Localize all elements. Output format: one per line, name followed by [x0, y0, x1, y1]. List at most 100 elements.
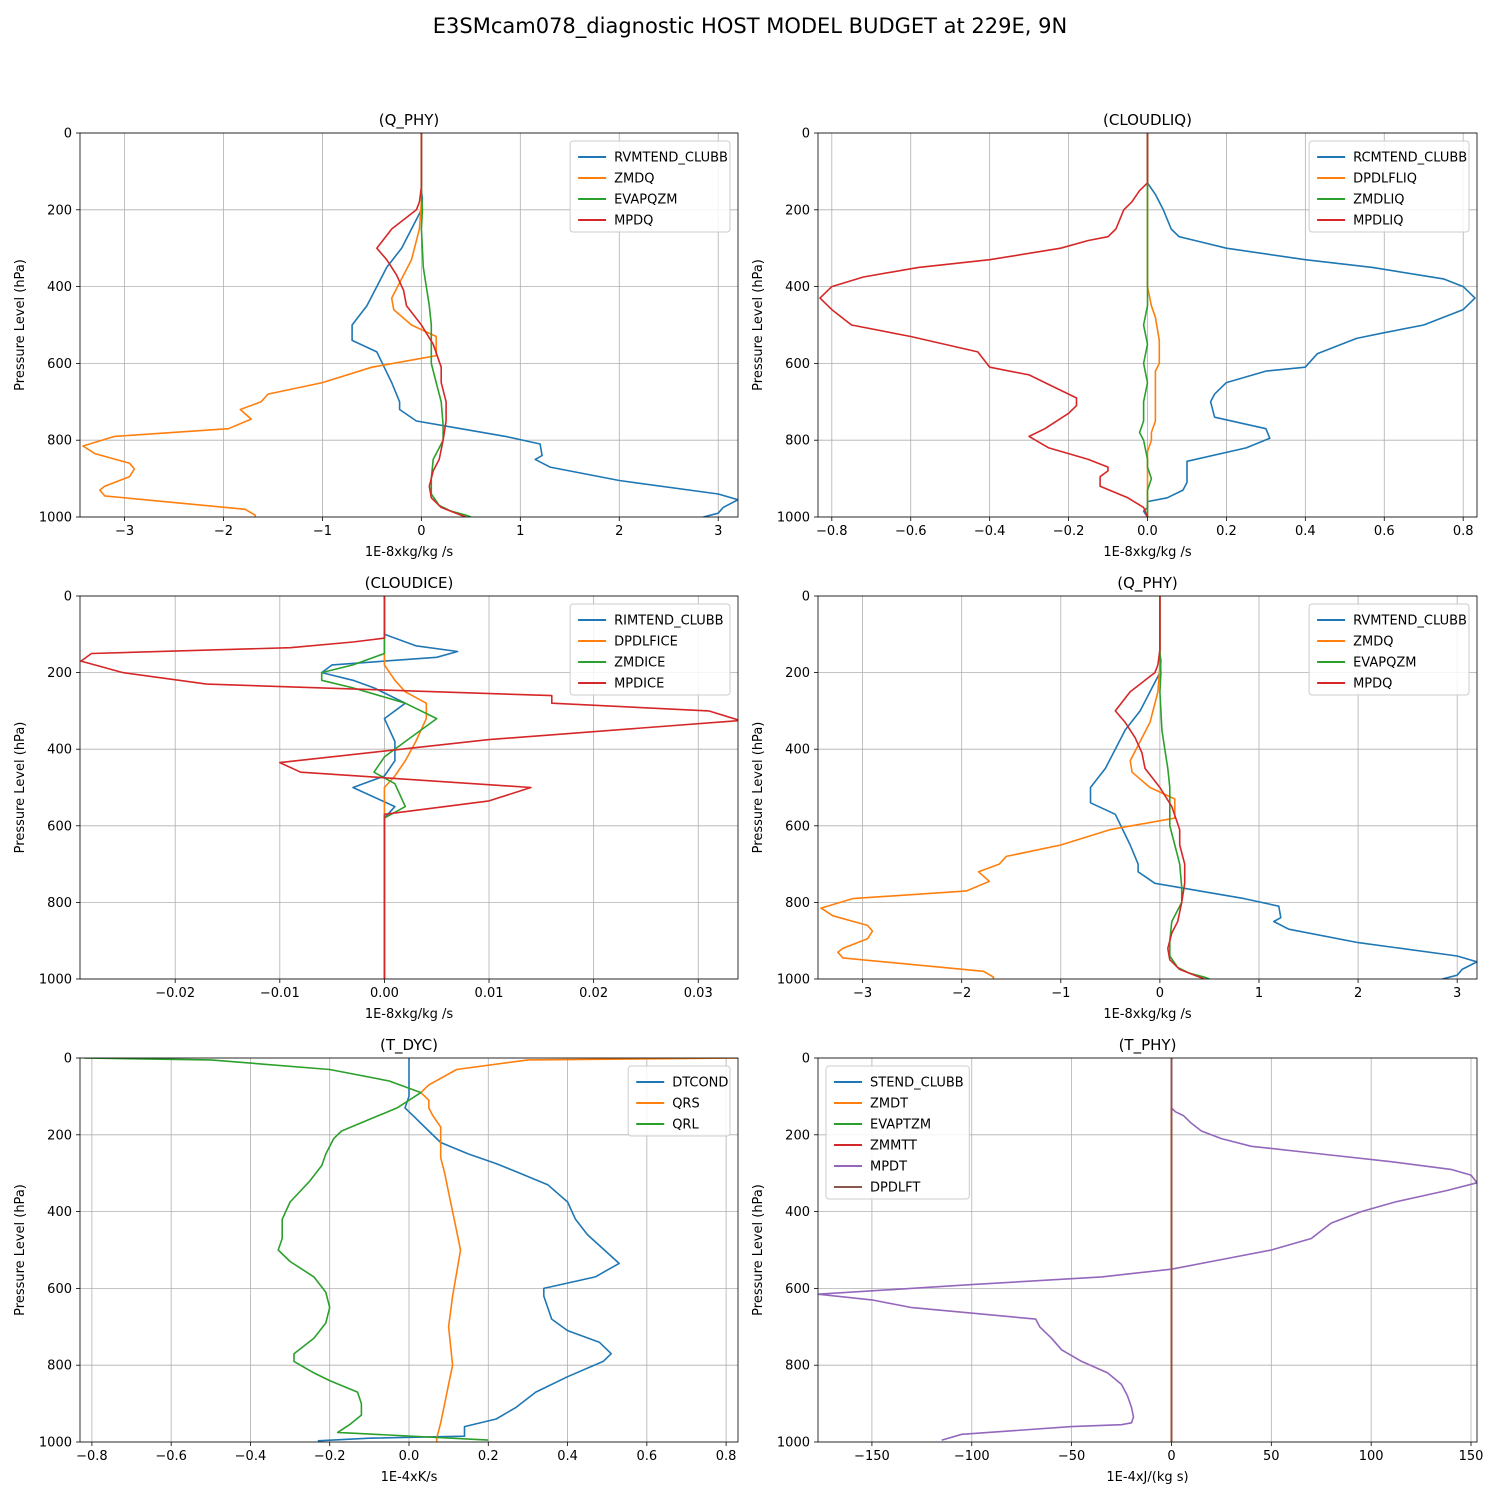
- x-tick-label: 0.6: [1374, 524, 1395, 539]
- legend-box: [569, 603, 731, 696]
- x-tick-label: −0.6: [155, 1449, 187, 1464]
- series-line-rcmtend-clubb: [1142, 133, 1476, 517]
- x-tick-label: −0.8: [76, 1449, 108, 1464]
- x-axis-label: 1E-8xkg/kg /s: [365, 1007, 454, 1022]
- x-tick-label: 0.4: [557, 1449, 578, 1464]
- legend-label: MPDT: [870, 1160, 907, 1175]
- x-tick-label: −2: [214, 524, 233, 539]
- subplot-title: (CLOUDLIQ): [1103, 111, 1192, 129]
- plot-frame: [79, 132, 739, 518]
- y-axis-label: Pressure Level (hPa): [751, 259, 766, 391]
- y-tick-label: 800: [47, 1359, 72, 1374]
- series-line-rimtend-clubb: [320, 596, 459, 979]
- legend-label: MPDQ: [614, 214, 653, 229]
- y-axis-label: Pressure Level (hPa): [13, 722, 28, 854]
- x-tick-label: −2: [952, 986, 971, 1001]
- subplot-1: −3 −2 −1 0 1 2 3 0 200 400 600 800 1000 (Q_PHY) 1E-8xk…: [13, 111, 739, 560]
- y-tick-label: 1000: [777, 1436, 810, 1451]
- x-tick-label: 0.4: [1295, 524, 1316, 539]
- legend: STEND_CLUBB ZMDT EVAPTZM ZMMTT MPDT DPDLFT: [825, 1065, 970, 1200]
- y-tick-label: 0: [802, 127, 810, 142]
- legend-label: EVAPQZM: [614, 193, 677, 208]
- plot-frame: [817, 595, 1478, 980]
- x-tick-label: −0.01: [260, 986, 300, 1001]
- series-line-evapqzm: [1159, 596, 1210, 979]
- y-tick-label: 200: [785, 1128, 810, 1143]
- x-tick-label: 1: [1255, 986, 1263, 1001]
- legend: RCMTEND_CLUBB DPDLFLIQ ZMDLIQ MPDLIQ: [1308, 140, 1470, 233]
- plot-frame: [79, 595, 739, 980]
- legend-label: EVAPQZM: [1353, 656, 1416, 671]
- series-line-rvmtend-clubb: [1089, 596, 1477, 979]
- y-tick-label: 400: [47, 743, 72, 758]
- x-tick-label: 0.6: [636, 1449, 657, 1464]
- y-axis-label: Pressure Level (hPa): [751, 722, 766, 854]
- subplot-2: −0.8 −0.6 −0.4 −0.2 0.0 0.2 0.4 0.6 0.8 0 200 400 60…: [751, 111, 1478, 560]
- series-line-dpdlfice: [383, 596, 428, 979]
- y-tick-label: 0: [64, 127, 72, 142]
- y-tick-label: 200: [785, 666, 810, 681]
- subplot-3: −0.02 −0.01 0.00 0.01 0.02 0.03 0 200 400 600 800 1…: [13, 574, 739, 1022]
- y-tick-label: 400: [47, 280, 72, 295]
- y-tick-label: 600: [785, 357, 810, 372]
- y-tick-label: 400: [785, 280, 810, 295]
- x-tick-label: −0.2: [314, 1449, 346, 1464]
- y-tick-label: 600: [47, 1282, 72, 1297]
- x-tick-label: 0.0: [1137, 524, 1158, 539]
- x-tick-label: 0: [417, 524, 425, 539]
- series-line-mpdice: [80, 596, 738, 979]
- x-tick-label: 50: [1263, 1449, 1280, 1464]
- legend-label: ZMDQ: [614, 172, 654, 187]
- x-tick-label: −150: [854, 1449, 890, 1464]
- x-tick-label: 2: [1354, 986, 1362, 1001]
- y-tick-label: 0: [802, 590, 810, 605]
- x-tick-label: −0.8: [816, 524, 848, 539]
- legend: RIMTEND_CLUBB DPDLFICE ZMDICE MPDICE: [569, 603, 731, 696]
- series-line-zmdice: [320, 596, 438, 979]
- legend-label: ZMDT: [870, 1097, 908, 1112]
- x-tick-label: −0.2: [1053, 524, 1085, 539]
- legend: RVMTEND_CLUBB ZMDQ EVAPQZM MPDQ: [1308, 603, 1470, 696]
- y-tick-label: 600: [785, 1282, 810, 1297]
- y-axis-label: Pressure Level (hPa): [13, 1184, 28, 1316]
- x-tick-label: 0.0: [399, 1449, 420, 1464]
- x-tick-label: 0.00: [370, 986, 399, 1001]
- legend-label: ZMMTT: [870, 1139, 917, 1154]
- x-tick-label: −0.6: [895, 524, 927, 539]
- y-tick-label: 0: [802, 1052, 810, 1067]
- series-line-mpdt: [818, 1058, 1477, 1441]
- y-tick-label: 200: [47, 1128, 72, 1143]
- legend-box: [1308, 140, 1470, 233]
- series-line-zmdliq: [1138, 133, 1153, 517]
- y-tick-label: 1000: [39, 973, 72, 988]
- y-tick-label: 800: [785, 1359, 810, 1374]
- y-tick-label: 800: [785, 896, 810, 911]
- x-tick-label: 0.02: [579, 986, 608, 1001]
- legend-label: ZMDICE: [614, 656, 665, 671]
- x-tick-label: 0: [1167, 1449, 1175, 1464]
- legend-label: RIMTEND_CLUBB: [614, 614, 724, 629]
- series-line-rvmtend-clubb: [351, 133, 738, 517]
- series-line-mpdq: [376, 133, 467, 517]
- x-axis-label: 1E-8xkg/kg /s: [1103, 545, 1192, 560]
- subplot-title: (Q_PHY): [379, 111, 440, 130]
- y-tick-label: 0: [64, 590, 72, 605]
- subplot-title: (CLOUDICE): [365, 574, 454, 592]
- legend-label: QRS: [672, 1097, 700, 1112]
- legend-box: [627, 1065, 731, 1137]
- x-tick-label: 150: [1459, 1449, 1484, 1464]
- series-line-zmdq: [82, 133, 437, 517]
- x-tick-label: −0.4: [235, 1449, 267, 1464]
- legend-label: MPDICE: [614, 677, 664, 692]
- x-tick-label: 1: [516, 524, 524, 539]
- x-tick-label: 3: [1453, 986, 1461, 1001]
- legend-label: QRL: [672, 1118, 699, 1133]
- legend-label: RCMTEND_CLUBB: [1353, 151, 1467, 166]
- legend-label: DTCOND: [672, 1076, 728, 1091]
- x-tick-label: 0.2: [1216, 524, 1237, 539]
- y-axis-label: Pressure Level (hPa): [13, 259, 28, 391]
- plot-frame: [79, 1057, 739, 1443]
- y-tick-label: 600: [47, 357, 72, 372]
- y-tick-label: 200: [47, 203, 72, 218]
- y-tick-label: 1000: [39, 1436, 72, 1451]
